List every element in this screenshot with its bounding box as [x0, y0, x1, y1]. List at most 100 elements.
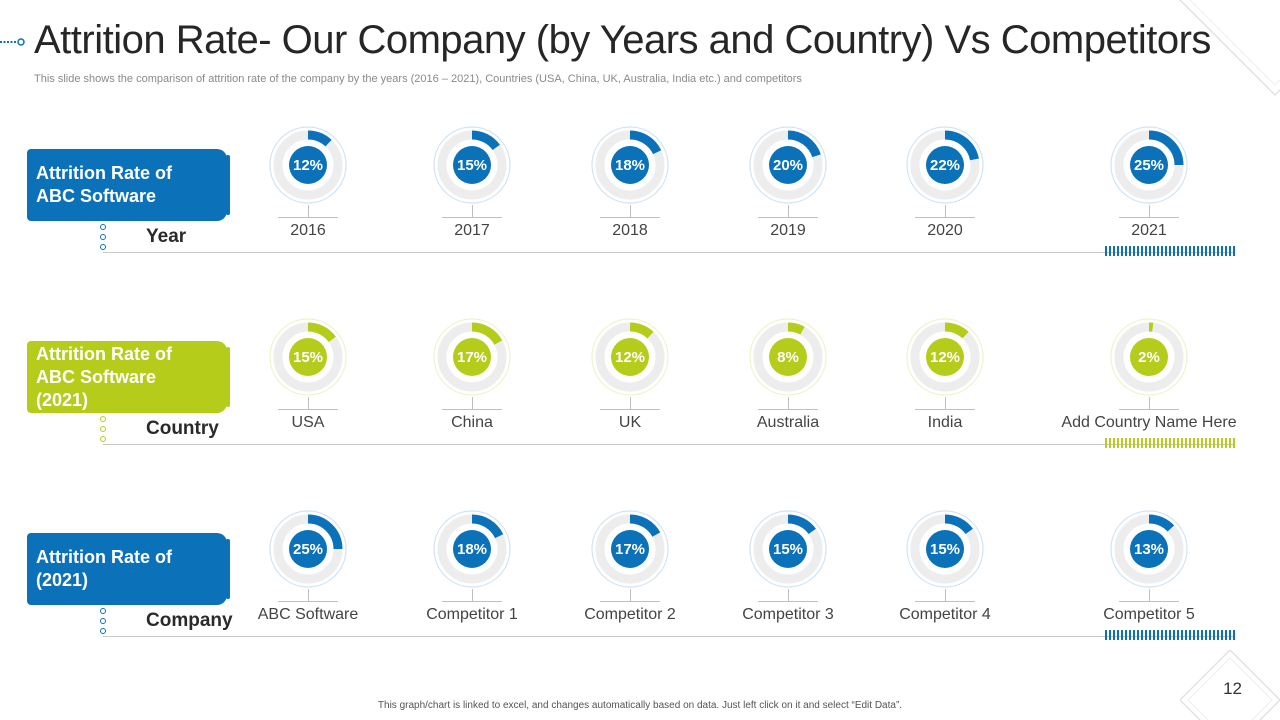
row-axis-label: Country: [146, 418, 219, 439]
row-axis-line: [103, 636, 1235, 637]
label-bracket: [1119, 217, 1179, 218]
donut-value-arc: [307, 322, 336, 343]
donut-center: [611, 530, 649, 568]
category-label: Competitor 2: [584, 606, 676, 623]
donut-center: [453, 146, 491, 184]
donut-chart: 17%: [433, 318, 511, 396]
label-bracket: [442, 217, 502, 218]
category-label: India: [927, 414, 963, 431]
category-label: ABC Software: [257, 606, 359, 623]
label-connector: [308, 205, 309, 217]
donut-chart: 20%: [749, 126, 827, 204]
donut-chart: 18%: [433, 510, 511, 588]
donut-chart: 12%: [591, 318, 669, 396]
label-bracket: [915, 217, 975, 218]
donut-value-label: 13%: [1134, 541, 1164, 558]
donut-value-label: 12%: [293, 157, 323, 174]
donut-value-label: 8%: [777, 349, 799, 366]
donut-value-label: 18%: [457, 541, 487, 558]
label-connector: [472, 205, 473, 217]
row-label: Attrition Rate of ABC Software (2021): [36, 343, 172, 410]
label-connector: [788, 205, 789, 217]
donut-chart: 15%: [906, 510, 984, 588]
donut-center: [1130, 338, 1168, 376]
stripe-decoration: [1105, 630, 1235, 640]
label-bracket: [758, 601, 818, 602]
label-bracket: [600, 217, 660, 218]
donut-chart: 25%: [1110, 126, 1188, 204]
label-bracket: [758, 217, 818, 218]
page-title: Attrition Rate- Our Company (by Years an…: [34, 18, 1211, 62]
donut-value-arc: [787, 514, 816, 535]
category-label: Competitor 4: [899, 606, 991, 623]
label-connector: [630, 205, 631, 217]
label-connector: [1149, 205, 1150, 217]
label-connector: [472, 397, 473, 409]
label-bracket: [915, 409, 975, 410]
donut-chart: 15%: [433, 126, 511, 204]
donut-value-label: 25%: [1134, 157, 1164, 174]
donut-chart: 2%: [1110, 318, 1188, 396]
category-label: 2019: [770, 222, 806, 239]
label-connector: [630, 397, 631, 409]
donut-chart: 12%: [269, 126, 347, 204]
donut-value-label: 20%: [773, 157, 803, 174]
label-connector: [945, 205, 946, 217]
corner-diamond-decoration: [1178, 0, 1280, 97]
row-axis-line: [103, 252, 1235, 253]
label-bracket: [758, 409, 818, 410]
donut-value-arc: [944, 130, 979, 161]
donut-center: [289, 146, 327, 184]
donut-center: [926, 146, 964, 184]
label-connector: [1149, 397, 1150, 409]
donut-center: [289, 530, 327, 568]
donut-value-arc: [471, 514, 504, 539]
label-bracket: [442, 601, 502, 602]
donut-chart: 22%: [906, 126, 984, 204]
donut-value-label: 25%: [293, 541, 323, 558]
decorative-connector-icon: [0, 38, 25, 46]
category-label: 2018: [612, 222, 648, 239]
donut-value-label: 17%: [615, 541, 645, 558]
donut-value-label: 12%: [615, 349, 645, 366]
category-label: Add Country Name Here: [1061, 414, 1237, 431]
label-bracket: [600, 601, 660, 602]
donut-value-arc: [471, 130, 500, 151]
donut-value-label: 12%: [930, 349, 960, 366]
donut-value-arc: [307, 514, 343, 550]
donut-chart: 15%: [749, 510, 827, 588]
connector-dots: [100, 416, 108, 446]
corner-diamond-decoration-bottom: [1180, 650, 1280, 720]
label-bracket: [1119, 409, 1179, 410]
label-connector: [1149, 589, 1150, 601]
connector-dots: [100, 224, 108, 254]
category-label: Competitor 1: [426, 606, 518, 623]
label-bracket: [278, 409, 338, 410]
donut-value-label: 15%: [457, 157, 487, 174]
category-label: 2017: [454, 222, 490, 239]
category-label: Australia: [756, 414, 820, 431]
label-connector: [788, 397, 789, 409]
label-connector: [472, 589, 473, 601]
footer-note: This graph/chart is linked to excel, and…: [377, 700, 903, 711]
donut-chart: 25%: [269, 510, 347, 588]
donut-value-arc: [1148, 130, 1184, 166]
label-bracket: [278, 217, 338, 218]
donut-center: [453, 530, 491, 568]
label-connector: [308, 397, 309, 409]
label-connector: [308, 589, 309, 601]
label-bracket: [442, 409, 502, 410]
donut-value-label: 15%: [293, 349, 323, 366]
row-label: Attrition Rate of (2021): [36, 547, 172, 590]
donut-center: [1130, 530, 1168, 568]
donut-center: [769, 338, 807, 376]
donut-center: [453, 338, 491, 376]
donut-value-arc: [629, 322, 654, 339]
stripe-decoration: [1105, 438, 1235, 448]
row-label-box: Attrition Rate of ABC Software (2021): [27, 341, 230, 413]
donut-value-arc: [787, 322, 805, 335]
category-label: USA: [291, 414, 325, 431]
year-row: Attrition Rate of ABC Software Year 12% 2…: [0, 120, 1280, 290]
page-number: 12: [1223, 679, 1242, 698]
donut-center: [769, 530, 807, 568]
